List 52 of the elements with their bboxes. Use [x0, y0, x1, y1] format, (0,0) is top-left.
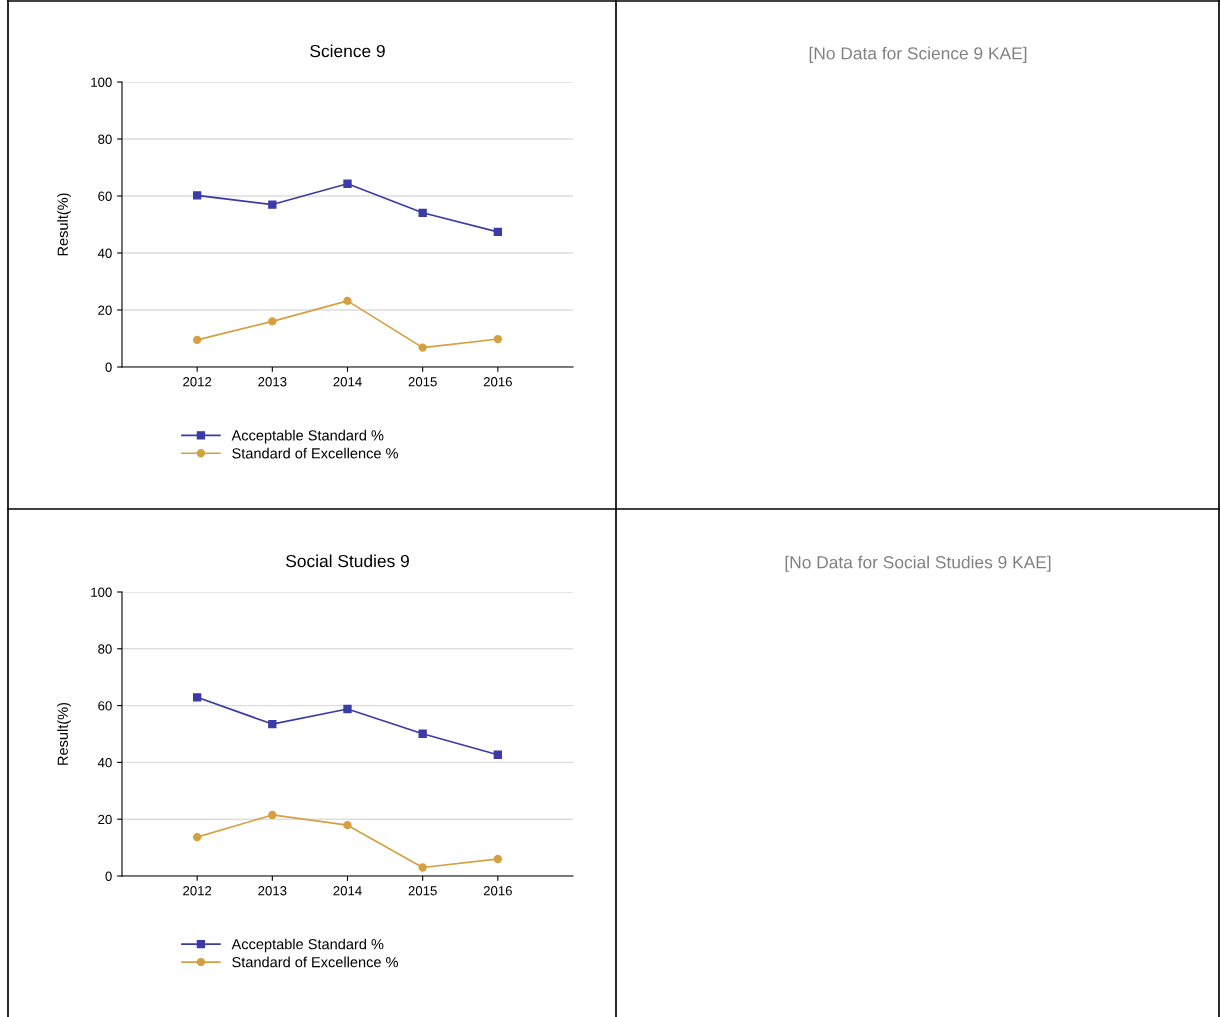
legend-label: Standard of Excellence % — [232, 956, 399, 968]
chart-title: Social Studies 9 — [286, 554, 409, 568]
y-tick-label: 40 — [97, 248, 112, 258]
y-tick-label: 80 — [98, 134, 112, 144]
point — [192, 832, 202, 842]
y-tick-label: 0 — [105, 871, 112, 881]
y-tick-label: 0 — [105, 362, 112, 372]
point — [493, 750, 503, 759]
legend-label: Acceptable Standard % — [231, 429, 384, 444]
y-tick-label: 20 — [98, 305, 112, 315]
point — [268, 317, 277, 326]
legend-label: Acceptable Standard % — [231, 938, 384, 953]
point — [343, 179, 352, 188]
legend-label: Standard of Excellence % — [232, 447, 399, 459]
point — [192, 693, 202, 702]
y-tick-label: 20 — [98, 814, 112, 825]
x-tick-label: 2016 — [483, 377, 512, 387]
y-tick-label: 100 — [91, 587, 112, 597]
x-tick-label: 2015 — [408, 886, 437, 896]
x-tick-label: 2013 — [258, 377, 287, 387]
x-tick-label: 2015 — [408, 377, 437, 387]
y-tick-label: 80 — [98, 644, 112, 654]
x-tick-label: 2012 — [183, 886, 212, 896]
y-tick-label: 100 — [91, 77, 112, 87]
point — [268, 719, 277, 729]
chart-title: Science 9 — [310, 44, 385, 58]
x-tick-label: 2012 — [183, 377, 212, 387]
point — [343, 820, 352, 830]
point — [493, 227, 503, 237]
point — [418, 208, 427, 217]
y-axis-title: Result(%) — [57, 702, 71, 765]
x-tick-label: 2013 — [258, 886, 287, 896]
point — [418, 343, 427, 352]
point — [192, 191, 202, 200]
text: [No Data for Science 9 KAE] — [809, 46, 1027, 63]
text: [No Data for Social Studies 9 KAE] — [785, 555, 1051, 572]
y-axis-title: Result(%) — [57, 193, 71, 256]
point — [268, 810, 277, 820]
y-tick-label: 40 — [97, 757, 112, 768]
y-tick-label: 60 — [98, 701, 112, 711]
point — [343, 296, 352, 306]
point — [418, 863, 427, 872]
x-tick-label: 2014 — [333, 886, 362, 896]
point — [268, 200, 277, 209]
point — [493, 854, 503, 864]
x-tick-label: 2014 — [333, 377, 362, 387]
point — [418, 729, 427, 738]
x-tick-label: 2016 — [483, 886, 512, 896]
y-tick-label: 60 — [98, 191, 112, 201]
point — [192, 335, 202, 345]
point — [343, 704, 352, 714]
point — [493, 334, 503, 344]
